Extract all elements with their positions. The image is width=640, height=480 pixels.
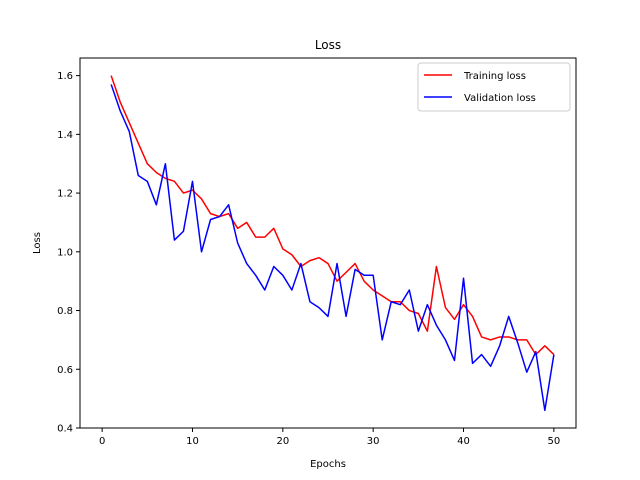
legend-box: [417, 62, 571, 112]
y-tick-label: 0.4: [57, 424, 73, 435]
x-tick-label: 20: [276, 436, 289, 447]
x-tick-label: 40: [457, 436, 470, 447]
x-axis-label: Epochs: [310, 459, 346, 470]
x-tick-label: 0: [99, 436, 105, 447]
y-tick-label: 1.6: [57, 71, 73, 82]
y-axis-ticks: 0.4 0.6 0.8 1.0 1.2 1.4 1.6: [57, 71, 80, 435]
legend: Training loss Validation loss: [417, 62, 571, 112]
x-tick-label: 10: [186, 436, 199, 447]
plot-frame: [79, 57, 577, 429]
chart-title: Loss: [315, 38, 341, 52]
x-tick-label: 50: [547, 436, 560, 447]
y-tick-label: 1.4: [57, 130, 73, 141]
x-axis-ticks: 0 10 20 30 40 50: [99, 428, 560, 447]
y-tick-label: 0.8: [57, 306, 73, 317]
y-tick-label: 1.0: [57, 247, 73, 258]
training-loss-line: [110, 75, 555, 356]
plot-area: [80, 58, 576, 428]
validation-loss-line: [110, 84, 555, 412]
y-tick-label: 1.2: [57, 189, 73, 200]
legend-label-training: Training loss: [463, 71, 526, 82]
legend-label-validation: Validation loss: [464, 93, 536, 104]
series-lines: [110, 75, 555, 412]
y-axis-label: Loss: [32, 232, 43, 254]
y-tick-label: 0.6: [57, 365, 73, 376]
x-tick-label: 30: [367, 436, 380, 447]
